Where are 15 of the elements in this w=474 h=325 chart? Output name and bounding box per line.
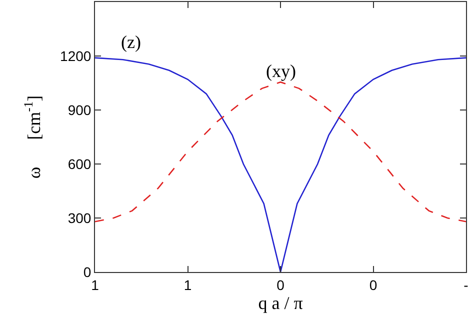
y-tick-label: 900: [68, 102, 92, 118]
y-tick-label: 300: [68, 210, 92, 226]
x-tick-label: 0: [369, 276, 378, 293]
annotation: (z): [121, 32, 141, 52]
y-tick-label: 1200: [60, 48, 92, 64]
x-tick-label: 1: [184, 276, 192, 293]
x-tick-label: 0: [276, 276, 285, 293]
x-tick-label: -: [464, 276, 469, 293]
x-tick-label: 1: [91, 276, 100, 293]
y-tick-label: 600: [68, 156, 92, 172]
x-axis-title: q a / π: [258, 292, 303, 313]
line-series: [95, 81, 466, 222]
annotation: (xy): [266, 61, 296, 81]
y-tick-label: 0: [83, 264, 92, 280]
line-series: [95, 57, 466, 272]
